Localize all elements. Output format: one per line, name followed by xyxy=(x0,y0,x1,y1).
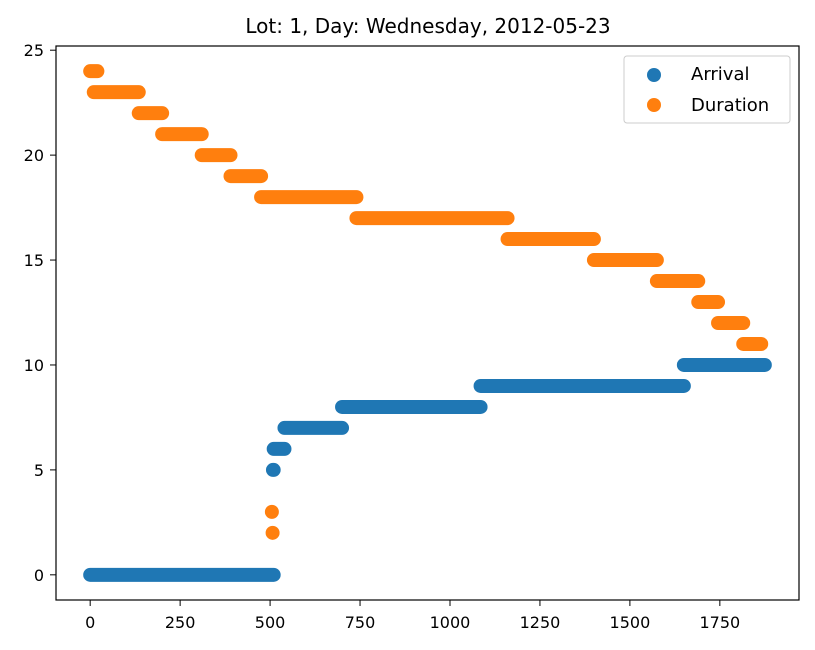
duration-point-run-12 xyxy=(711,316,751,330)
duration-point-run-0 xyxy=(83,64,105,79)
duration-point-run-14 xyxy=(264,504,279,519)
duration-point-run-5 xyxy=(223,169,269,184)
y-tick-label-0: 0 xyxy=(34,566,44,585)
arrival-point-run-6 xyxy=(676,357,772,372)
legend: Arrival Duration xyxy=(623,55,791,124)
arrival-point-run-2 xyxy=(266,441,292,456)
x-tick-label-1250: 1250 xyxy=(520,613,561,632)
axes-border xyxy=(55,45,800,601)
x-tick-label-1000: 1000 xyxy=(430,613,471,632)
duration-point-run-6 xyxy=(254,190,364,205)
duration-point-run-2 xyxy=(131,106,170,121)
y-tick-label-25: 25 xyxy=(24,41,44,60)
legend-box xyxy=(623,55,791,124)
arrival-point-run-5 xyxy=(473,378,691,393)
marks-layer xyxy=(83,64,772,582)
duration-point-run-3 xyxy=(155,127,209,142)
y-tick-label-20: 20 xyxy=(24,146,44,165)
x-axis: 0 250 500 750 1000 1250 1500 1750 xyxy=(85,600,740,632)
legend-marker-duration xyxy=(647,98,661,112)
plot-area xyxy=(55,45,800,601)
y-tick-label-10: 10 xyxy=(24,356,44,375)
y-tick-label-15: 15 xyxy=(24,251,44,270)
x-tick-label-0: 0 xyxy=(85,613,95,632)
arrival-point-run-1 xyxy=(265,462,281,477)
duration-point-run-11 xyxy=(691,295,726,310)
x-tick-label-1500: 1500 xyxy=(610,613,651,632)
chart-title: Lot: 1, Day: Wednesday, 2012-05-23 xyxy=(245,14,610,38)
x-tick-label-250: 250 xyxy=(165,613,196,632)
duration-point-run-13 xyxy=(736,336,769,351)
duration-point-run-7 xyxy=(349,211,515,226)
legend-label-duration: Duration xyxy=(691,95,769,116)
legend-label-arrival: Arrival xyxy=(691,64,749,85)
duration-point-run-15 xyxy=(265,525,280,540)
arrival-point-run-0 xyxy=(83,567,281,582)
duration-point-run-8 xyxy=(500,232,601,247)
duration-point-run-10 xyxy=(649,274,706,289)
legend-marker-arrival xyxy=(647,68,661,82)
y-tick-label-5: 5 xyxy=(34,461,44,480)
duration-point-run-4 xyxy=(194,148,238,163)
arrival-point-run-3 xyxy=(277,420,350,435)
y-axis: 0 5 10 15 20 25 xyxy=(24,41,56,585)
arrival-point-run-4 xyxy=(335,399,488,414)
series-duration xyxy=(83,64,769,540)
x-tick-label-1750: 1750 xyxy=(699,613,740,632)
x-tick-label-750: 750 xyxy=(345,613,376,632)
duration-point-run-1 xyxy=(86,85,146,100)
duration-point-run-9 xyxy=(586,253,664,268)
series-arrival xyxy=(83,357,772,582)
x-tick-label-500: 500 xyxy=(255,613,286,632)
